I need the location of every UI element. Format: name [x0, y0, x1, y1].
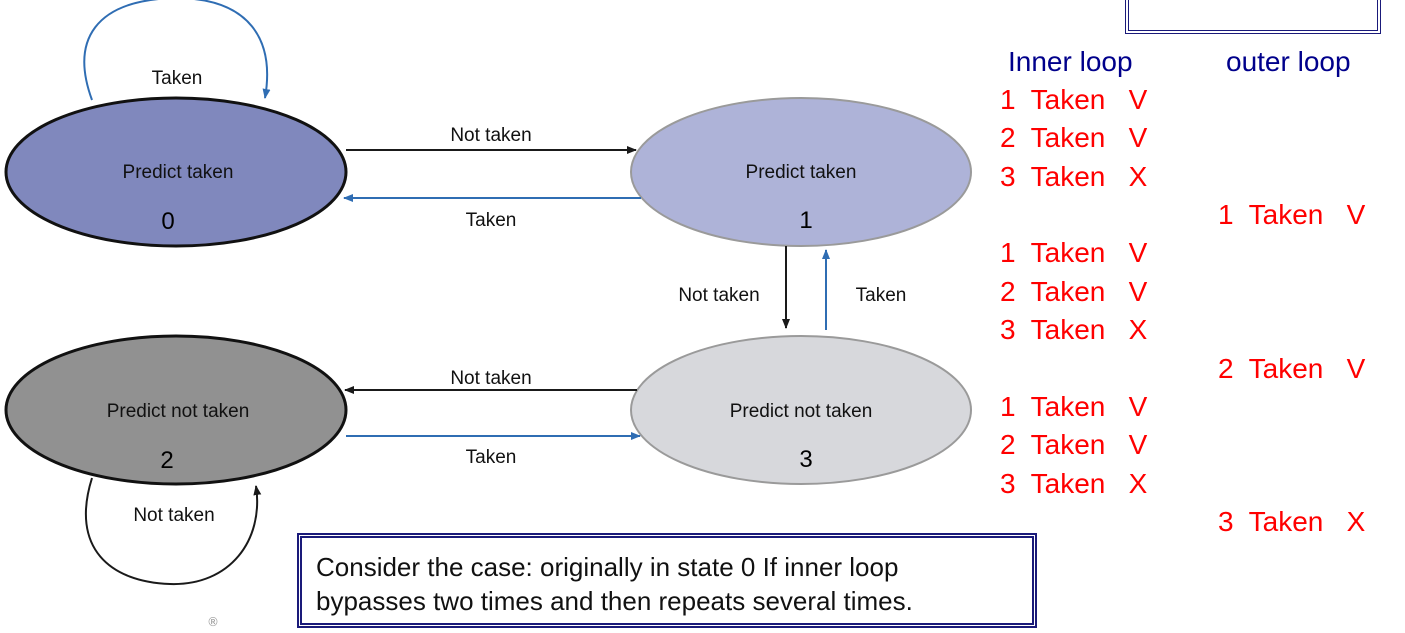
outer-trace-row: 3 Taken X	[1218, 506, 1366, 537]
s2-self-loop-arrow	[84, 477, 262, 586]
s3-to-s2-label: Not taken	[450, 368, 531, 389]
s2-to-s3-label: Taken	[466, 447, 517, 468]
inner-trace-row: 2 Taken V	[1000, 429, 1148, 460]
state-0-label: Predict taken	[123, 162, 234, 183]
s0-to-s1-label: Not taken	[450, 125, 531, 146]
inner-trace-row: 2 Taken V	[1000, 276, 1148, 307]
registered-mark: ®	[207, 615, 219, 629]
state-2-number: 2	[160, 447, 173, 474]
s3-to-s1-label: Taken	[856, 285, 907, 306]
outer-trace-row: 2 Taken V	[1218, 353, 1366, 384]
inner-trace-row: 1 Taken V	[1000, 84, 1148, 115]
outer-loop-header: outer loop	[1226, 46, 1351, 77]
note-line-2: bypasses two times and then repeats seve…	[316, 586, 913, 616]
note-line-1: Consider the case: originally in state 0…	[316, 552, 899, 582]
top-right-box	[1125, 0, 1381, 34]
inner-trace-row: 3 Taken X	[1000, 314, 1148, 345]
state-3-number: 3	[799, 446, 812, 473]
state-3-ellipse	[630, 335, 972, 485]
outer-trace-row: 1 Taken V	[1218, 199, 1366, 230]
state-1-label: Predict taken	[746, 162, 857, 183]
s0-self-loop-arrow	[83, 0, 271, 101]
state-1-ellipse	[630, 97, 972, 247]
state-0-number: 0	[161, 208, 174, 235]
s1-to-s0-label: Taken	[466, 210, 517, 231]
state-0-ellipse	[4, 96, 348, 248]
inner-trace-row: 3 Taken X	[1000, 161, 1148, 192]
s1-to-s3-label: Not taken	[678, 285, 759, 306]
s0-self-loop-label: Taken	[152, 68, 203, 89]
s2-self-loop-label: Not taken	[133, 505, 214, 526]
state-3-label: Predict not taken	[730, 401, 873, 422]
note-box: Consider the case: originally in state 0…	[297, 533, 1037, 628]
inner-trace-row: 1 Taken V	[1000, 391, 1148, 422]
state-1-number: 1	[799, 207, 812, 234]
inner-trace-row: 2 Taken V	[1000, 122, 1148, 153]
inner-trace-row: 3 Taken X	[1000, 468, 1148, 499]
state-2-ellipse	[4, 334, 348, 486]
inner-loop-header: Inner loop	[1008, 46, 1133, 77]
inner-trace-row: 1 Taken V	[1000, 237, 1148, 268]
state-2-label: Predict not taken	[107, 401, 250, 422]
